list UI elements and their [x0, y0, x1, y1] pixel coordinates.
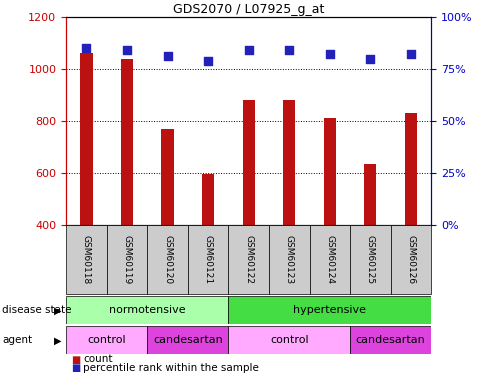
- Text: GSM60118: GSM60118: [82, 235, 91, 284]
- Title: GDS2070 / L07925_g_at: GDS2070 / L07925_g_at: [173, 3, 324, 16]
- Bar: [350, 326, 431, 354]
- Text: GSM60122: GSM60122: [244, 235, 253, 284]
- Text: GSM60124: GSM60124: [325, 235, 334, 284]
- Bar: [228, 326, 350, 354]
- Bar: [269, 225, 310, 294]
- Text: agent: agent: [2, 335, 32, 345]
- Bar: [188, 225, 228, 294]
- Text: GSM60125: GSM60125: [366, 235, 375, 284]
- Text: GSM60123: GSM60123: [285, 235, 294, 284]
- Text: ■: ■: [71, 354, 80, 364]
- Bar: [147, 326, 228, 354]
- Bar: [310, 225, 350, 294]
- Bar: [228, 296, 431, 324]
- Text: ■: ■: [71, 363, 80, 373]
- Bar: [364, 164, 376, 329]
- Text: candesartan: candesartan: [153, 335, 223, 345]
- Point: [407, 51, 415, 57]
- Point: [285, 47, 293, 53]
- Bar: [405, 113, 417, 329]
- Bar: [66, 296, 228, 324]
- Text: GSM60126: GSM60126: [406, 235, 416, 284]
- Text: candesartan: candesartan: [356, 335, 425, 345]
- Point: [123, 47, 131, 53]
- Text: ▶: ▶: [54, 335, 61, 345]
- Text: count: count: [83, 354, 113, 364]
- Bar: [283, 100, 295, 329]
- Bar: [147, 225, 188, 294]
- Text: ▶: ▶: [54, 305, 61, 315]
- Text: GSM60120: GSM60120: [163, 235, 172, 284]
- Bar: [243, 100, 255, 329]
- Bar: [202, 174, 214, 329]
- Bar: [228, 225, 269, 294]
- Text: disease state: disease state: [2, 305, 72, 315]
- Point: [245, 47, 253, 53]
- Bar: [66, 326, 147, 354]
- Bar: [121, 58, 133, 329]
- Bar: [324, 118, 336, 329]
- Text: control: control: [270, 335, 309, 345]
- Point: [367, 56, 374, 62]
- Bar: [80, 53, 93, 329]
- Point: [204, 58, 212, 64]
- Bar: [66, 225, 107, 294]
- Point: [326, 51, 334, 57]
- Bar: [107, 225, 147, 294]
- Bar: [350, 225, 391, 294]
- Text: control: control: [87, 335, 126, 345]
- Text: percentile rank within the sample: percentile rank within the sample: [83, 363, 259, 373]
- Text: normotensive: normotensive: [109, 305, 186, 315]
- Point: [164, 53, 171, 59]
- Bar: [162, 129, 173, 329]
- Text: hypertensive: hypertensive: [294, 305, 367, 315]
- Point: [82, 45, 90, 51]
- Text: GSM60119: GSM60119: [122, 235, 131, 284]
- Bar: [391, 225, 431, 294]
- Text: GSM60121: GSM60121: [204, 235, 213, 284]
